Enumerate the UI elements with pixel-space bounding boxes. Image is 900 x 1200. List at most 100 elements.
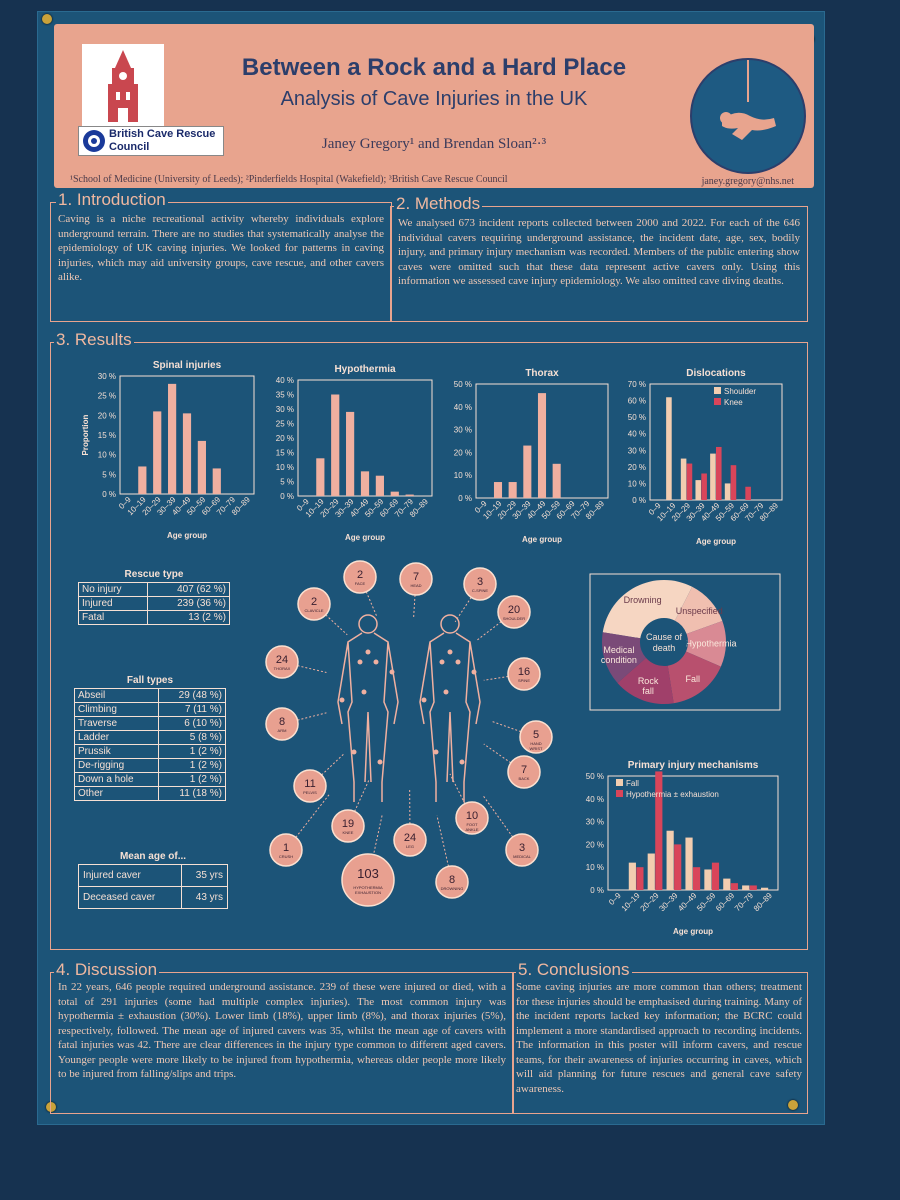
pie-slice (674, 586, 723, 634)
bar (749, 885, 757, 890)
pie-slice (686, 620, 726, 667)
injury-count: 11 (304, 778, 315, 790)
legend-swatch (714, 398, 721, 405)
row-label: Injured (78, 596, 148, 611)
table-row: Abseil 29 (48 %) (74, 688, 227, 703)
legend-label: Shoulder (724, 387, 756, 396)
bar (761, 887, 769, 890)
pie-slice (617, 657, 674, 705)
y-tick-label: 20 % (98, 411, 116, 420)
bar (331, 394, 340, 496)
slice-label: condition (601, 655, 637, 665)
injury-label: THORAX (274, 666, 291, 671)
x-tick-label: 70–79 (733, 891, 755, 913)
chart-title: Spinal injuries (153, 360, 222, 371)
injury-label: SHOULDER (503, 616, 525, 621)
injury-count: 16 (518, 666, 530, 678)
injury-label: C-SPINE (472, 588, 489, 593)
body-head (358, 614, 378, 634)
y-tick-label: 5 % (280, 478, 294, 487)
bar (724, 483, 731, 500)
injury-count: 7 (521, 764, 527, 776)
table-row: Injured 239 (36 %) (78, 596, 231, 611)
injury-count-badge (455, 801, 489, 835)
chart-4: Drowning Unspecified Hypothermia Fall Rockfa… (589, 573, 781, 711)
y-tick-label: 0 % (280, 492, 294, 501)
injury-count: 20 (508, 604, 520, 616)
contact-email: janey.gregory@nhs.net (701, 176, 794, 187)
body-outline (419, 632, 481, 802)
bar (316, 458, 325, 496)
injury-count: 1 (283, 842, 289, 854)
bar (723, 878, 731, 890)
injury-label: ARM (278, 728, 287, 733)
injury-label: KNEE (343, 830, 354, 835)
pin-icon (42, 14, 52, 24)
body-outline (337, 632, 399, 802)
y-tick-label: 10 % (586, 863, 604, 872)
row-value: 1 (2 %) (157, 758, 227, 773)
legend-swatch (714, 387, 721, 394)
bar (693, 867, 701, 890)
row-value: 29 (48 %) (157, 688, 227, 703)
y-tick-label: 10 % (276, 463, 294, 472)
y-axis-label: Proportion (81, 414, 90, 455)
bar (686, 463, 693, 500)
injury-count-badge (463, 567, 497, 601)
bar (636, 867, 644, 890)
injury-dot (373, 659, 379, 665)
conclusions-heading: 5. Conclusions (516, 960, 632, 980)
x-tick-label: 10–19 (620, 891, 642, 913)
bar (360, 471, 370, 496)
bar (742, 885, 750, 890)
row-value: 239 (36 %) (146, 596, 231, 611)
row-label: Ladder (74, 730, 159, 745)
leader-line (313, 603, 348, 636)
y-tick-label: 30 % (98, 372, 116, 381)
mean-age-caption: Mean age of... (119, 851, 187, 862)
pie-slice (601, 632, 646, 684)
row-value: 11 (18 %) (157, 786, 227, 801)
donut-center-label: Cause of (646, 632, 683, 642)
y-tick-label: 10 % (628, 479, 646, 488)
bcrc-logo: British Cave Rescue Council (78, 126, 224, 156)
discussion-text: In 22 years, 646 people required undergr… (58, 981, 506, 1080)
bar (537, 393, 547, 498)
bar (685, 837, 693, 890)
y-tick-label: 20 % (628, 463, 646, 472)
table-row: Fatal 13 (2 %) (78, 610, 231, 625)
x-axis-label: Age group (167, 531, 207, 540)
y-tick-label: 50 % (586, 772, 604, 781)
y-tick-label: 15 % (276, 449, 294, 458)
injury-count: 24 (276, 654, 288, 666)
bar (730, 465, 737, 500)
injury-count-badge (399, 562, 433, 596)
row-label: Down a hole (74, 772, 159, 787)
pie-slice (602, 580, 693, 639)
y-tick-label: 30 % (586, 818, 604, 827)
table-row: Prussik 1 (2 %) (74, 744, 227, 759)
row-label: Climbing (74, 702, 159, 717)
y-tick-label: 5 % (102, 470, 116, 479)
y-tick-label: 25 % (276, 420, 294, 429)
row-label: Injured caver (77, 864, 183, 887)
row-value: 43 yrs (181, 886, 228, 909)
bar (523, 445, 532, 498)
x-axis-label: Age group (345, 533, 385, 542)
leader-line (482, 794, 523, 851)
injury-count: 10 (466, 810, 478, 822)
donut-hole (641, 619, 687, 665)
pin-icon (46, 1102, 56, 1112)
conclusions-text: Some caving injuries are more common tha… (516, 981, 802, 1095)
bar (710, 453, 716, 500)
injury-dot (421, 697, 427, 703)
y-tick-label: 15 % (98, 431, 116, 440)
table-row: No injury 407 (62 %) (78, 582, 231, 597)
injury-label: HEAD (410, 583, 421, 588)
conclusions-section (512, 972, 808, 1114)
row-label: De-rigging (74, 758, 159, 773)
injury-count-badge (265, 707, 299, 741)
row-value: 13 (2 %) (146, 610, 231, 625)
